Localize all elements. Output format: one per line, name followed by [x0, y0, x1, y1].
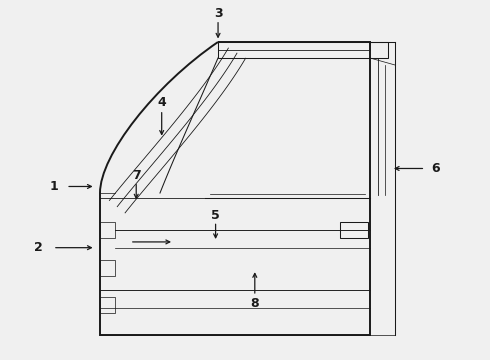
- Text: 6: 6: [431, 162, 440, 175]
- Text: 2: 2: [34, 241, 43, 254]
- Text: 7: 7: [132, 169, 141, 182]
- Text: 4: 4: [157, 96, 166, 109]
- Text: 1: 1: [49, 180, 58, 193]
- Text: 3: 3: [214, 7, 222, 20]
- Text: 8: 8: [250, 297, 259, 310]
- Text: 5: 5: [211, 209, 220, 222]
